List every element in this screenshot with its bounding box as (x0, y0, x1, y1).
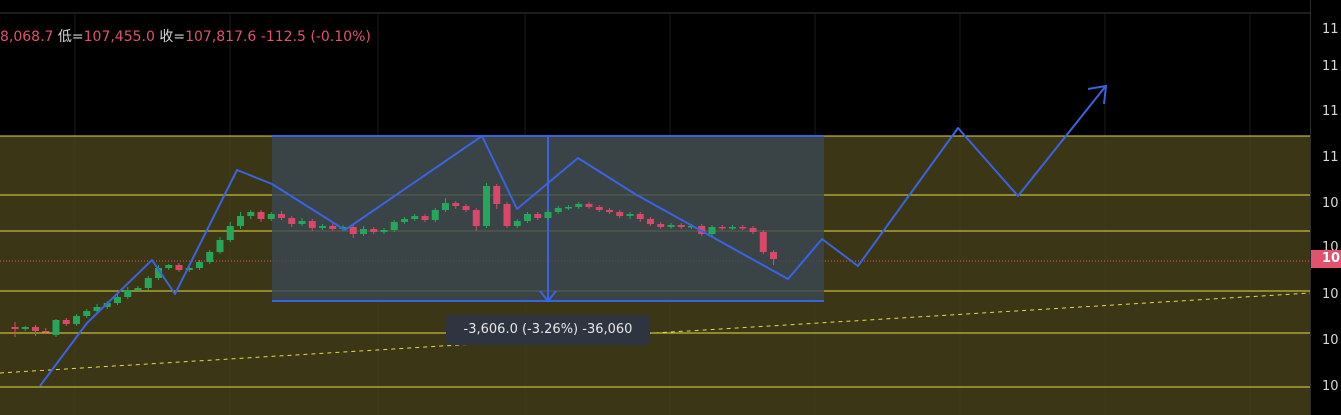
candle-down (534, 214, 542, 218)
axis-tick: 10 (1322, 333, 1339, 348)
candle-up (52, 320, 60, 335)
candle-up (513, 221, 521, 226)
zigzag-arrow-head (1087, 84, 1108, 105)
measure-arrow-head (539, 290, 557, 303)
candle-up (554, 208, 562, 212)
candle-down (657, 224, 665, 227)
low-label: 低= (57, 29, 84, 45)
candle-up (360, 229, 367, 234)
axis-tick: 11 (1322, 59, 1339, 74)
candle-down (759, 232, 767, 252)
candle-down (606, 210, 613, 212)
candle-up (165, 265, 173, 268)
price-axis[interactable] (1310, 0, 1341, 415)
axis-tick: 11 (1322, 22, 1339, 37)
candle-up (216, 240, 224, 252)
candle-up (144, 278, 152, 288)
close-label: 收= (159, 29, 186, 45)
axis-tick: 10 (1322, 196, 1339, 211)
current-price-tag: 10 (1311, 250, 1341, 268)
candle-down (42, 331, 50, 333)
candle-up (688, 226, 695, 228)
candle-up (226, 226, 234, 240)
candle-down (370, 229, 378, 232)
candle-down (452, 203, 460, 206)
trend-line (0, 292, 1311, 374)
candle-up (729, 227, 736, 229)
axis-tick: 11 (1322, 104, 1339, 119)
candle-up (483, 186, 490, 226)
candle-down (677, 225, 685, 227)
candle-up (134, 288, 142, 290)
low-value: 107,455.0 (83, 29, 155, 45)
candle-up (114, 297, 121, 303)
candle-down (616, 212, 624, 216)
candle-up (83, 311, 91, 316)
candle-up (196, 262, 203, 268)
candle-up (21, 327, 29, 329)
candle-up (247, 212, 255, 216)
candle-down (257, 212, 265, 219)
candle-down (503, 204, 511, 226)
candle-up (411, 216, 419, 219)
candle-up (103, 303, 111, 307)
candle-down (11, 327, 19, 329)
candle-down (278, 214, 285, 218)
candle-down (349, 227, 357, 234)
candle-up (93, 307, 101, 311)
candle-up (73, 316, 80, 324)
candle-up (667, 225, 675, 227)
candle-down (62, 320, 70, 324)
change-value: -112.5 (-0.10%) (260, 29, 371, 45)
ohlc-legend: 8,068.7 低=107,455.0 收=107,817.6 -112.5 (… (0, 26, 371, 46)
axis-tick: 11 (1322, 150, 1339, 165)
candle-up (708, 227, 716, 234)
candle-down (595, 207, 603, 210)
candle-up (544, 212, 552, 218)
high-value: 8,068.7 (0, 29, 54, 45)
candle-down (749, 228, 757, 232)
candle-down (493, 186, 501, 204)
candle-down (288, 218, 296, 224)
candle-up (390, 222, 398, 230)
measure-label: -3,606.0 (-3.26%) -36,060 (446, 315, 650, 345)
axis-tick: 10 (1322, 287, 1339, 302)
candle-down (647, 219, 654, 224)
candle-up (124, 290, 132, 297)
candle-down (739, 227, 747, 229)
candle-down (329, 226, 337, 229)
candle-up (206, 252, 214, 262)
candle-up (155, 268, 162, 278)
close-value: 107,817.6 (185, 29, 257, 45)
candle-up (575, 204, 583, 207)
candle-up (524, 214, 531, 221)
candle-up (442, 203, 449, 210)
axis-tick: 10 (1322, 379, 1339, 394)
candle-down (32, 327, 39, 331)
candle-up (401, 219, 408, 222)
candle-up (319, 226, 326, 228)
candle-up (298, 221, 306, 224)
candle-down (585, 204, 593, 207)
zigzag-path (39, 86, 1106, 387)
candle-up (237, 216, 244, 226)
candle-up (185, 268, 193, 270)
candle-down (462, 206, 470, 210)
candle-down (472, 210, 480, 226)
candle-down (175, 265, 183, 270)
candle-up (431, 210, 439, 220)
candle-up (380, 230, 388, 232)
candle-down (636, 214, 644, 219)
candle-up (267, 214, 275, 219)
candle-down (421, 216, 429, 220)
candle-down (308, 221, 316, 228)
candle-up (626, 214, 634, 216)
candle-down (718, 227, 726, 229)
candle-up (565, 207, 572, 209)
candle-down (770, 252, 777, 259)
